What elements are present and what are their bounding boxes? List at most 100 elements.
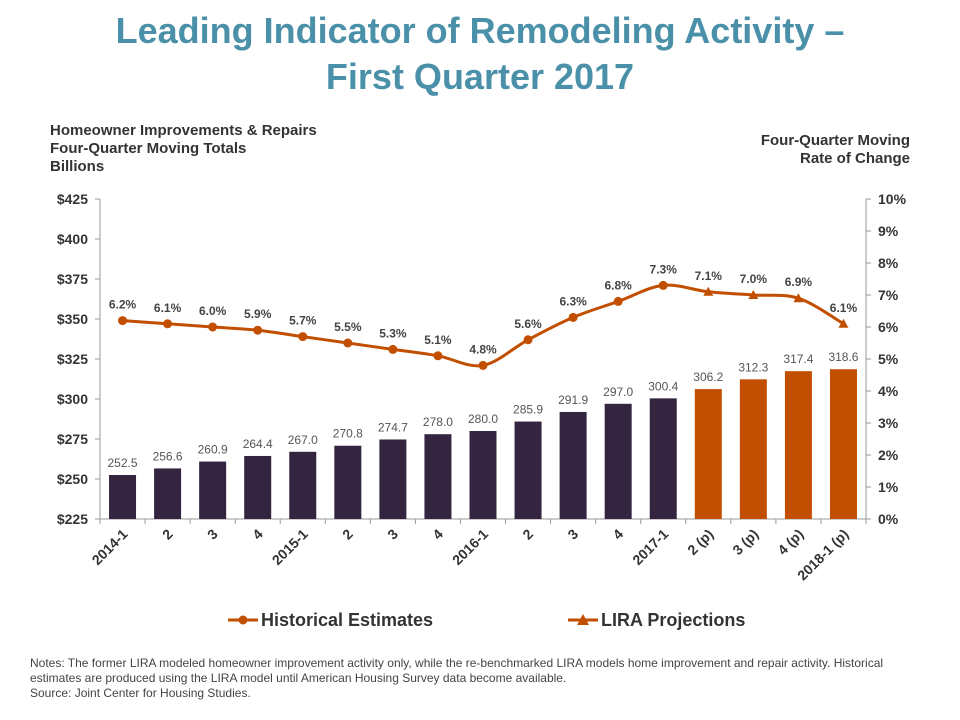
projection-bar <box>739 379 767 519</box>
x-axis-category-label: 4 <box>249 526 266 543</box>
line-value-label: 6.2% <box>109 298 137 312</box>
x-axis-category-label: 4 <box>429 526 446 543</box>
right-axis-tick-label: 3% <box>878 415 899 431</box>
right-axis-tick-label: 6% <box>878 319 899 335</box>
bar-value-label: 312.3 <box>738 360 768 374</box>
chart-title-line2: First Quarter 2017 <box>325 56 635 97</box>
bar-value-label: 317.4 <box>783 352 813 366</box>
right-axis-tick-label: 4% <box>878 383 899 399</box>
legend-label: LIRA Projections <box>601 610 745 630</box>
historical-bar <box>379 439 407 519</box>
historical-bar <box>604 403 632 519</box>
historical-circle-marker <box>568 312 578 322</box>
line-value-label: 6.8% <box>604 278 632 292</box>
chart-notes: Notes: The former LIRA modeled homeowner… <box>30 656 920 701</box>
historical-circle-marker <box>388 344 398 354</box>
bar-value-label: 267.0 <box>288 433 318 447</box>
x-axis-category-label: 3 <box>384 526 401 543</box>
projection-bar <box>829 369 857 519</box>
right-axis-title-line1: Four-Quarter Moving <box>760 132 910 149</box>
line-value-label: 6.3% <box>559 294 587 308</box>
historical-circle-marker <box>208 322 218 332</box>
historical-circle-marker <box>523 335 533 345</box>
left-axis-title-line3: Billions <box>50 158 105 175</box>
left-axis-tick-label: $300 <box>57 391 88 407</box>
projection-triangle-marker <box>703 286 714 296</box>
right-axis-tick-label: 9% <box>878 223 899 239</box>
line-value-label: 7.3% <box>650 262 678 276</box>
right-axis-tick-label: 2% <box>878 447 899 463</box>
historical-circle-marker <box>433 351 443 361</box>
left-axis-tick-label: $325 <box>57 351 88 367</box>
x-axis-category-label: 4 <box>609 526 626 543</box>
x-axis-category-label: 2 <box>159 526 176 543</box>
bar-value-label: 300.4 <box>648 379 678 393</box>
x-axis-category-label: 3 (p) <box>729 526 761 558</box>
projection-triangle-marker <box>748 290 759 299</box>
chart-title: Leading Indicator of Remodeling Activity… <box>0 8 960 100</box>
bar-value-label: 270.8 <box>333 427 363 441</box>
left-axis-tick-label: $425 <box>57 191 88 207</box>
bar-value-label: 297.0 <box>603 385 633 399</box>
notes-text: Notes: The former LIRA modeled homeowner… <box>30 656 884 685</box>
historical-bar <box>289 451 317 519</box>
line-value-label: 6.1% <box>154 301 182 315</box>
right-axis-title: Four-Quarter Moving Rate of Change <box>761 132 910 168</box>
x-axis-category-label: 2 (p) <box>684 526 716 558</box>
historical-bar <box>424 434 452 519</box>
right-axis-tick-label: 0% <box>878 511 899 527</box>
historical-circle-marker <box>298 332 308 342</box>
line-value-label: 5.5% <box>334 320 362 334</box>
right-axis-tick-label: 8% <box>878 255 899 271</box>
line-value-label: 5.1% <box>424 333 452 347</box>
line-value-label: 5.6% <box>514 317 542 331</box>
bar-value-label: 252.5 <box>108 456 138 470</box>
historical-circle-marker <box>478 360 488 370</box>
left-axis-tick-label: $400 <box>57 231 88 247</box>
historical-bar <box>199 461 227 519</box>
left-axis-title: Homeowner Improvements & Repairs Four-Qu… <box>50 122 317 176</box>
historical-bar <box>649 398 677 519</box>
line-value-label: 6.1% <box>830 301 858 315</box>
historical-circle-marker <box>253 325 263 335</box>
historical-circle-marker <box>163 319 173 329</box>
left-axis-tick-label: $250 <box>57 471 88 487</box>
legend-triangle-marker <box>577 614 589 625</box>
historical-circle-marker <box>118 316 128 326</box>
legend-circle-marker <box>238 615 248 625</box>
historical-bar <box>109 475 137 519</box>
left-axis-tick-label: $225 <box>57 511 88 527</box>
right-axis-tick-label: 5% <box>878 351 899 367</box>
bar-value-label: 264.4 <box>243 437 273 451</box>
x-axis-category-label: 2017-1 <box>629 526 671 568</box>
historical-bar <box>514 421 542 519</box>
x-axis-category-label: 2016-1 <box>449 526 491 568</box>
bar-value-label: 260.9 <box>198 443 228 457</box>
historical-bar <box>154 468 182 519</box>
historical-bar <box>244 455 272 519</box>
projection-bar <box>694 389 722 519</box>
historical-circle-marker <box>613 296 623 306</box>
legend-label: Historical Estimates <box>261 610 433 630</box>
x-axis-category-label: 4 (p) <box>774 526 806 558</box>
historical-bar <box>334 445 362 519</box>
left-axis-title-line2: Four-Quarter Moving Totals <box>50 140 247 157</box>
bar-value-label: 274.7 <box>378 420 408 434</box>
projection-triangle-marker <box>838 318 849 328</box>
left-axis-title-line1: Homeowner Improvements & Repairs <box>50 122 317 139</box>
x-axis-category-label: 2 <box>339 526 356 543</box>
line-value-label: 7.0% <box>740 272 768 286</box>
x-axis-category-label: 2 <box>519 526 536 543</box>
left-axis-tick-label: $350 <box>57 311 88 327</box>
projection-triangle-marker <box>793 293 804 303</box>
projection-bar <box>784 371 812 519</box>
bar-value-label: 278.0 <box>423 415 453 429</box>
line-value-label: 7.1% <box>695 269 723 283</box>
bar-value-label: 280.0 <box>468 412 498 426</box>
historical-bar <box>559 411 587 519</box>
chart-title-line1: Leading Indicator of Remodeling Activity… <box>115 10 845 51</box>
right-axis-title-line2: Rate of Change <box>799 150 910 167</box>
line-value-label: 4.8% <box>469 342 497 356</box>
line-value-label: 5.9% <box>244 307 272 321</box>
